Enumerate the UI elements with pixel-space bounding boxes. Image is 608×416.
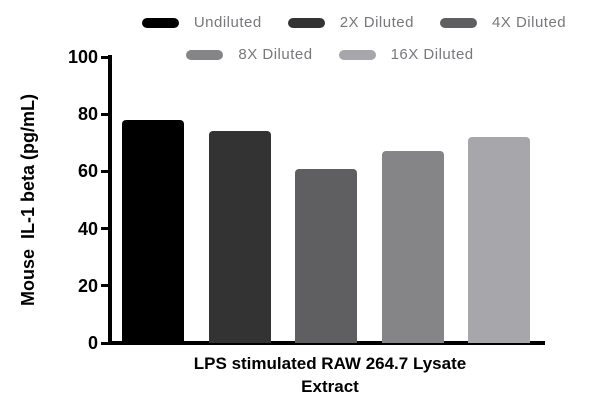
legend-label: 8X Diluted xyxy=(238,46,313,63)
legend-item-4x-diluted: 4X Diluted xyxy=(439,14,567,31)
bar-4x-diluted xyxy=(295,168,357,343)
x-axis-line xyxy=(108,341,545,345)
legend-swatch-icon xyxy=(287,17,325,28)
y-tick-label: 80 xyxy=(77,104,98,125)
y-tick-label: 60 xyxy=(77,161,98,182)
y-tick-label: 20 xyxy=(77,275,98,296)
legend-item-8x-diluted: 8X Diluted xyxy=(186,46,312,63)
y-axis-line xyxy=(108,55,112,345)
bar-8x-diluted xyxy=(381,151,444,343)
legend-item-undiluted: Undiluted xyxy=(141,14,262,31)
legend-item-2x-diluted: 2X Diluted xyxy=(287,14,414,31)
x-axis-title: LPS stimulated RAW 264.7 Lysate Extract xyxy=(193,354,467,396)
y-tick-label: 0 xyxy=(87,333,98,353)
legend-label: 2X Diluted xyxy=(339,14,414,31)
legend-label: 4X Diluted xyxy=(491,14,567,31)
bar-undiluted xyxy=(122,119,184,343)
legend-swatch-icon xyxy=(439,17,477,28)
y-tick-label: 100 xyxy=(67,47,98,67)
y-tick-mark xyxy=(101,55,110,59)
y-tick-mark xyxy=(101,227,110,231)
legend-swatch-icon xyxy=(186,49,224,60)
legend-label: 16X Diluted xyxy=(390,46,474,63)
y-tick-label: 40 xyxy=(77,218,98,239)
bar-16x-diluted xyxy=(468,137,530,343)
y-tick-mark xyxy=(101,112,110,116)
legend-item-16x-diluted: 16X Diluted xyxy=(338,46,474,63)
bar-2x-diluted xyxy=(208,131,271,343)
legend-row: Undiluted 2X Diluted 4X Diluted xyxy=(50,14,608,31)
y-axis-title: Mouse IL-1 beta (pg/mL) xyxy=(18,94,38,307)
legend-swatch-icon xyxy=(338,49,376,60)
legend-swatch-icon xyxy=(141,17,179,28)
y-tick-mark xyxy=(101,169,110,173)
legend-row: 8X Diluted 16X Diluted xyxy=(26,46,608,63)
legend-label: Undiluted xyxy=(193,14,262,31)
y-tick-mark xyxy=(101,284,110,288)
y-tick-mark xyxy=(101,341,110,345)
